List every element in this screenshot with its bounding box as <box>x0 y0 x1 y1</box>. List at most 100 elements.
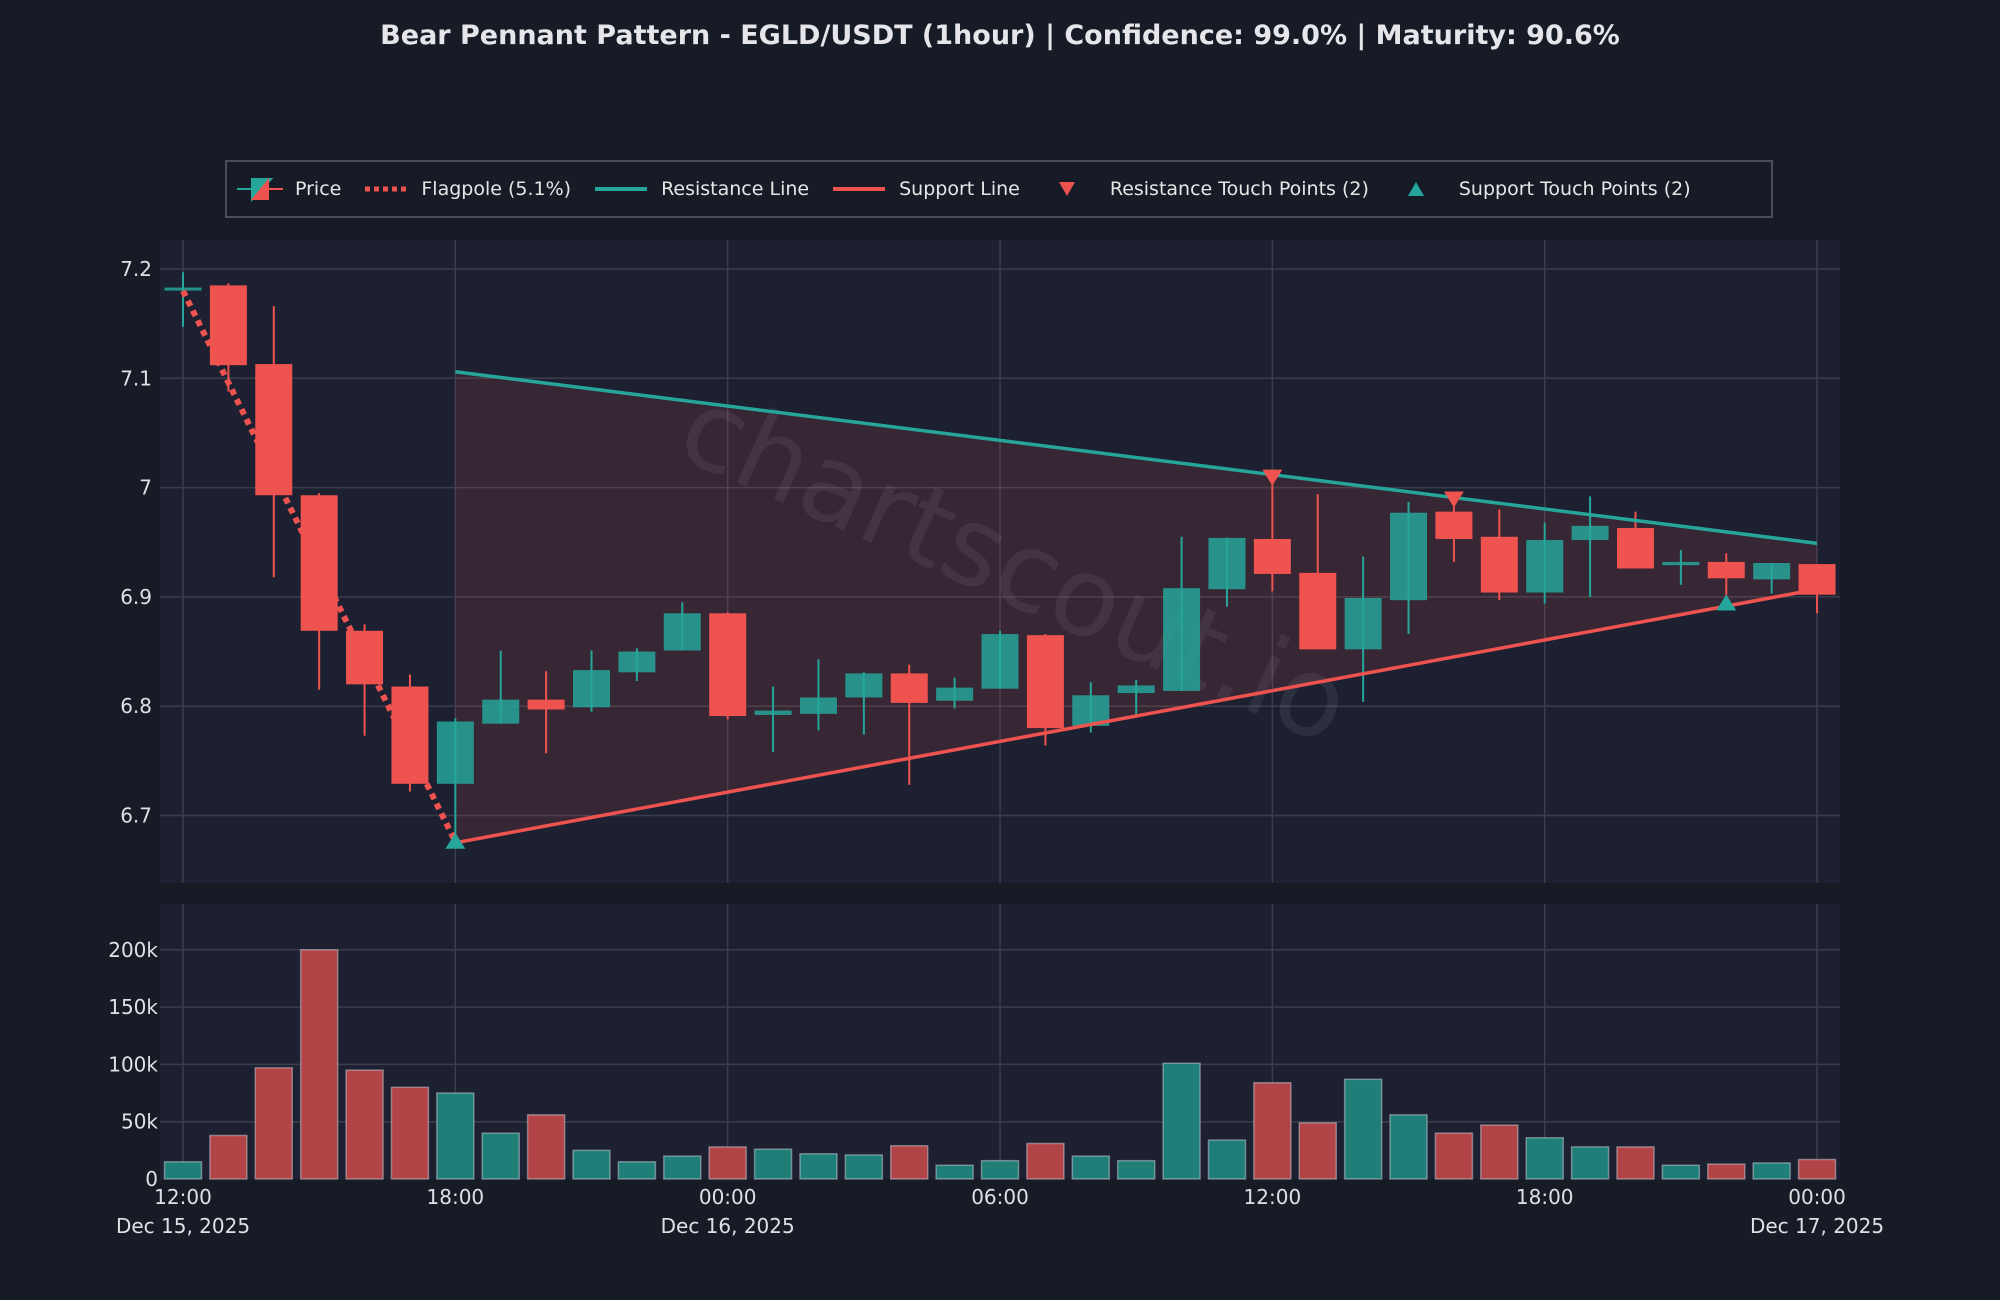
candle-body <box>845 673 883 698</box>
volume-bar <box>663 1155 702 1180</box>
candle-body <box>573 670 611 708</box>
candle-body <box>1753 563 1791 580</box>
legend-item-flagpole[interactable]: Flagpole (5.1%) <box>363 176 571 202</box>
candle <box>1526 522 1564 604</box>
volume-bar <box>1026 1142 1065 1180</box>
volume-axis-label: 150k <box>108 995 158 1019</box>
legend-label: Support Touch Points (2) <box>1458 178 1691 200</box>
candle-body <box>1662 561 1700 566</box>
legend-item-support-line[interactable]: Support Line <box>831 176 1020 202</box>
candle-body <box>1026 635 1064 729</box>
candle-body <box>255 364 293 496</box>
time-axis-label: 18:00 <box>427 1185 485 1209</box>
triangle-up-icon <box>1407 182 1424 196</box>
dotted-line-icon <box>365 186 408 192</box>
candle-body <box>436 721 474 784</box>
candle-body <box>1163 588 1201 691</box>
candle <box>709 612 747 720</box>
candle-body <box>1571 525 1609 541</box>
price-axis-label: 7.1 <box>120 366 152 390</box>
volume-bar <box>1207 1139 1247 1180</box>
volume-bar <box>572 1149 611 1180</box>
candle <box>1344 556 1382 702</box>
legend-item-resistance-touches[interactable]: Resistance Touch Points (2) <box>1042 176 1369 202</box>
legend-label: Resistance Line <box>661 178 810 200</box>
price-axis-label: 6.7 <box>120 804 152 828</box>
candle <box>1208 537 1246 607</box>
candle <box>300 493 338 690</box>
volume-bar <box>799 1153 838 1180</box>
volume-bar <box>844 1154 884 1180</box>
volume-bar <box>390 1086 430 1180</box>
volume-bar <box>481 1132 520 1180</box>
volume-bar <box>1525 1136 1564 1180</box>
candle <box>482 650 520 724</box>
resistance-line <box>455 370 1818 546</box>
price-axis-label: 7.2 <box>120 257 152 281</box>
legend-item-support-touches[interactable]: Support Touch Points (2) <box>1391 176 1691 202</box>
candle <box>799 659 837 731</box>
candle <box>1299 494 1337 650</box>
candle <box>573 650 611 712</box>
candle-body <box>1480 536 1518 593</box>
legend-label: Support Line <box>899 178 1020 200</box>
candle-body <box>709 613 747 717</box>
candle <box>164 272 202 327</box>
volume-bar <box>1616 1146 1655 1180</box>
candle <box>1662 549 1700 585</box>
volume-bar <box>1570 1146 1610 1180</box>
volume-bar <box>1434 1132 1474 1180</box>
candlestick-series <box>164 272 1836 842</box>
candle-body <box>663 613 701 651</box>
candle <box>1026 634 1064 746</box>
legend-item-price[interactable]: Price <box>237 176 341 202</box>
resistance-touch-marker <box>1262 469 1283 486</box>
volume-bar <box>1389 1114 1428 1180</box>
date-axis-label: Dec 16, 2025 <box>661 1214 795 1238</box>
resistance-touch-marker <box>1443 491 1464 508</box>
legend-item-resistance-line[interactable]: Resistance Line <box>593 176 809 202</box>
teal-line-icon <box>595 187 648 191</box>
candle-body <box>391 686 429 784</box>
time-axis-label: 00:00 <box>1788 1185 1846 1209</box>
legend-label: Price <box>295 178 342 200</box>
chart-title: Bear Pennant Pattern - EGLD/USDT (1hour)… <box>380 20 1620 51</box>
candle-body <box>164 287 202 291</box>
candle <box>618 648 656 682</box>
volume-axis-label: 50k <box>121 1110 158 1134</box>
time-axis-label: 00:00 <box>699 1185 757 1209</box>
candle <box>1480 509 1518 601</box>
volume-bar <box>753 1148 793 1180</box>
volume-bar <box>980 1159 1020 1180</box>
candle <box>527 671 565 754</box>
candle <box>663 602 701 651</box>
volume-axis-label: 0 <box>145 1167 158 1191</box>
candle <box>845 672 883 735</box>
volume-bar <box>1116 1159 1156 1180</box>
legend-label: Resistance Touch Points (2) <box>1109 178 1369 200</box>
candle <box>1390 501 1428 635</box>
volume-bar <box>254 1067 294 1180</box>
volume-bar <box>345 1069 384 1180</box>
time-axis-label: 12:00 <box>154 1185 212 1209</box>
candle-body <box>1344 597 1382 650</box>
candle <box>936 677 974 709</box>
volume-bar <box>935 1164 974 1180</box>
candle <box>890 664 928 785</box>
time-axis-label: 06:00 <box>971 1185 1029 1209</box>
candle <box>754 686 792 753</box>
flagpole-line <box>180 289 459 844</box>
candle <box>1253 478 1291 592</box>
volume-axis-label: 200k <box>108 938 158 962</box>
candle-body <box>981 634 1019 689</box>
candle-body <box>1208 537 1246 590</box>
touch-markers <box>445 469 1737 849</box>
candle-body <box>482 699 520 724</box>
candle <box>1163 536 1201 691</box>
volume-bar <box>1298 1122 1337 1180</box>
candle <box>391 674 429 792</box>
pattern-lines <box>180 289 1818 845</box>
candle <box>1117 679 1155 718</box>
candle-body <box>754 710 792 715</box>
support-touch-marker <box>1716 594 1737 611</box>
